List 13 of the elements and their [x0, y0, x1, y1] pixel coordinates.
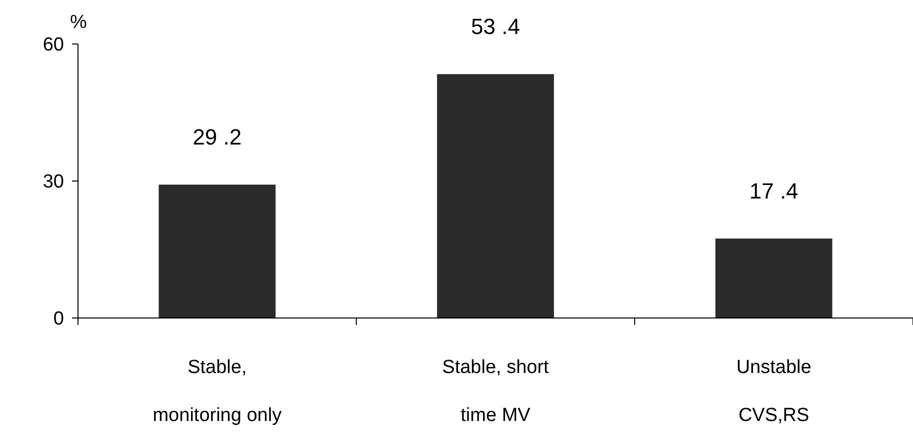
y-tick-label: 30	[42, 172, 64, 193]
data-label: 29 .2	[192, 124, 242, 150]
bar	[437, 74, 554, 318]
bar	[158, 184, 276, 318]
category-label: Unstable CVS,RS	[736, 357, 812, 426]
bar	[715, 238, 832, 318]
category-label: Stable, short time MV	[442, 357, 549, 426]
data-label: 53 .4	[471, 14, 520, 40]
category-label: Stable, monitoring only	[152, 357, 282, 426]
y-tick-label: 60	[42, 34, 64, 56]
y-tick-label: 0	[53, 308, 64, 330]
y-axis-title: %	[70, 12, 87, 33]
data-label: 17 .4	[749, 178, 798, 204]
